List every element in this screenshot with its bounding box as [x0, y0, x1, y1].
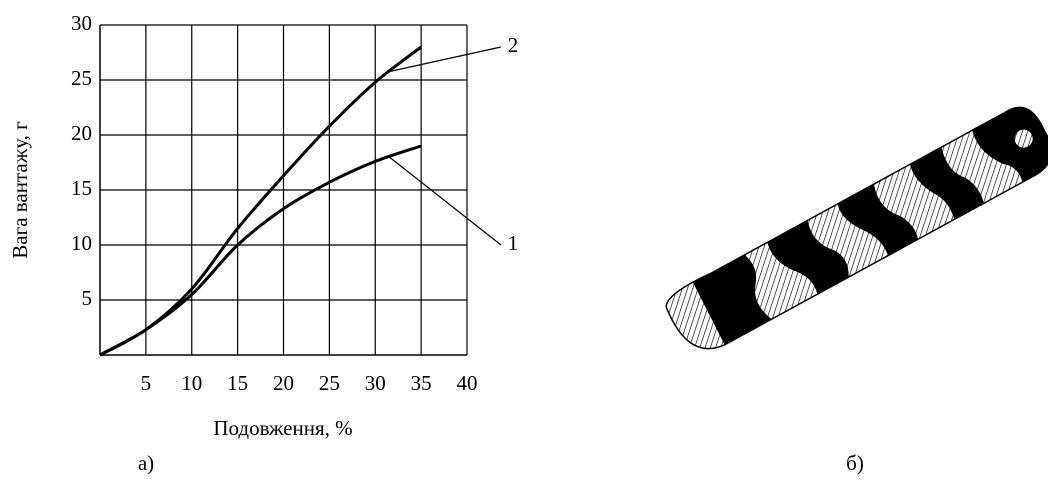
plot: 5 10 15 20 25 30 35 40 5 10 15 20 25 30 1 2	[71, 11, 518, 395]
x-tick-label: 30	[365, 371, 386, 395]
y-tick-label: 30	[71, 11, 92, 35]
y-tick-label: 20	[71, 121, 92, 145]
y-axis-label: Вага вантажу, г	[8, 121, 32, 259]
x-tick-label: 40	[457, 371, 478, 395]
y-tick-label: 25	[71, 66, 92, 90]
y-tick-label: 15	[71, 176, 92, 200]
leader-line	[389, 157, 501, 245]
y-tick-label: 5	[82, 286, 93, 310]
series-label: 1	[508, 231, 519, 255]
caption: б)	[846, 451, 864, 475]
x-tick-label: 15	[227, 371, 248, 395]
caption: а)	[138, 451, 154, 475]
specimen-illustration	[639, 85, 1048, 376]
y-tick-label: 10	[71, 231, 92, 255]
x-tick-label: 10	[181, 371, 202, 395]
series-line	[100, 146, 421, 355]
series-line	[100, 47, 421, 355]
x-tick-label: 20	[273, 371, 294, 395]
x-tick-label: 5	[141, 371, 152, 395]
x-axis-label: Подовження, %	[213, 416, 352, 440]
series-label: 2	[508, 33, 519, 57]
x-tick-label: 25	[319, 371, 340, 395]
figure: а) б) Подовження, % Вага вантажу, г 5 10 1…	[0, 0, 1048, 488]
x-tick-label: 35	[411, 371, 432, 395]
